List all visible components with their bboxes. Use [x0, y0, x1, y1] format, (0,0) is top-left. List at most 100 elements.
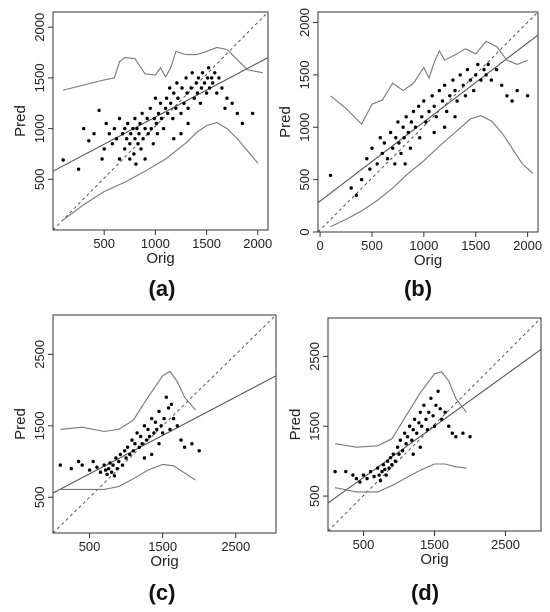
data-point: [420, 424, 424, 428]
y-tick-label: 500: [307, 485, 322, 507]
data-point: [92, 132, 96, 136]
data-point: [150, 416, 154, 421]
data-point: [153, 96, 158, 100]
data-point: [424, 120, 428, 124]
data-point: [442, 83, 447, 88]
data-point: [494, 67, 499, 72]
data-point: [418, 410, 422, 414]
data-point: [172, 91, 176, 95]
data-point: [395, 445, 400, 449]
data-point: [432, 104, 436, 109]
y-tick-label: 500: [297, 169, 312, 191]
data-point: [525, 94, 530, 98]
data-point: [385, 459, 390, 463]
data-point: [149, 126, 153, 131]
data-point: [168, 427, 172, 432]
data-point: [427, 410, 431, 414]
data-point: [143, 157, 147, 161]
data-point: [409, 120, 414, 124]
data-point: [403, 431, 407, 435]
data-point: [387, 466, 391, 470]
data-point: [202, 81, 207, 85]
data-point: [95, 465, 99, 469]
data-point: [131, 126, 135, 131]
data-point: [186, 121, 190, 126]
data-point: [69, 467, 74, 471]
data-point: [406, 130, 410, 135]
data-point: [427, 109, 431, 114]
data-point: [400, 449, 405, 453]
data-point: [235, 111, 239, 116]
data-point: [153, 420, 158, 424]
data-point: [158, 101, 163, 106]
y-tick-label: 2000: [297, 8, 312, 37]
data-point: [370, 146, 374, 150]
data-point: [432, 424, 437, 428]
data-point: [159, 424, 163, 428]
data-point: [133, 137, 137, 141]
data-point: [166, 111, 170, 116]
data-point: [129, 132, 133, 136]
data-point: [436, 389, 440, 393]
data-point: [151, 142, 155, 146]
data-point: [486, 62, 490, 67]
data-point: [461, 83, 465, 88]
data-point: [162, 416, 166, 421]
data-point: [117, 459, 121, 464]
data-point: [410, 438, 414, 442]
data-point: [133, 442, 137, 446]
panel-b: 0 500 1000 1500 2000 0 500 1000 1500 2000 Orig Pred…: [277, 8, 542, 301]
data-point: [230, 101, 234, 106]
data-point: [465, 67, 470, 72]
data-point: [144, 438, 149, 442]
data-point: [91, 459, 95, 464]
data-point: [411, 428, 415, 432]
data-point: [102, 147, 106, 151]
data-point: [453, 88, 457, 93]
x-tick-label: 500: [79, 539, 101, 554]
data-point: [123, 126, 127, 131]
y-tick-label: 1500: [32, 63, 47, 92]
data-point: [378, 136, 382, 140]
x-axis-label: Orig: [420, 551, 448, 568]
data-point: [402, 136, 406, 140]
y-tick-label: 1000: [32, 114, 47, 143]
data-point: [431, 414, 435, 418]
data-point: [439, 417, 444, 421]
data-point: [425, 428, 430, 432]
data-point: [124, 456, 128, 460]
lower-prediction-band: [62, 121, 259, 221]
y-tick-label: 2500: [32, 340, 47, 369]
upper-prediction-band: [335, 371, 467, 448]
data-point: [111, 463, 115, 467]
data-point: [365, 476, 369, 481]
panel-label: (a): [149, 276, 176, 301]
x-tick-label: 2000: [513, 238, 542, 253]
data-point: [147, 434, 152, 439]
data-point: [136, 142, 140, 146]
data-point: [155, 132, 160, 136]
data-point: [515, 88, 519, 93]
data-point: [205, 76, 210, 80]
data-point: [344, 469, 348, 474]
data-point: [179, 111, 183, 116]
data-point: [412, 417, 417, 421]
data-point: [393, 459, 398, 463]
data-point: [175, 424, 179, 428]
data-point: [114, 137, 119, 141]
data-point: [138, 121, 142, 126]
x-tick-label: 1000: [141, 236, 170, 251]
data-point: [161, 126, 166, 131]
data-point: [97, 108, 101, 113]
data-point: [155, 427, 159, 432]
data-point: [429, 396, 433, 400]
data-point: [451, 78, 455, 82]
fit-line: [318, 34, 538, 204]
data-point: [61, 158, 65, 162]
x-tick-label: 1500: [461, 238, 490, 253]
data-point: [413, 125, 418, 129]
data-point: [380, 469, 384, 474]
data-point: [411, 452, 415, 456]
data-point: [134, 162, 138, 166]
data-point: [199, 86, 204, 90]
